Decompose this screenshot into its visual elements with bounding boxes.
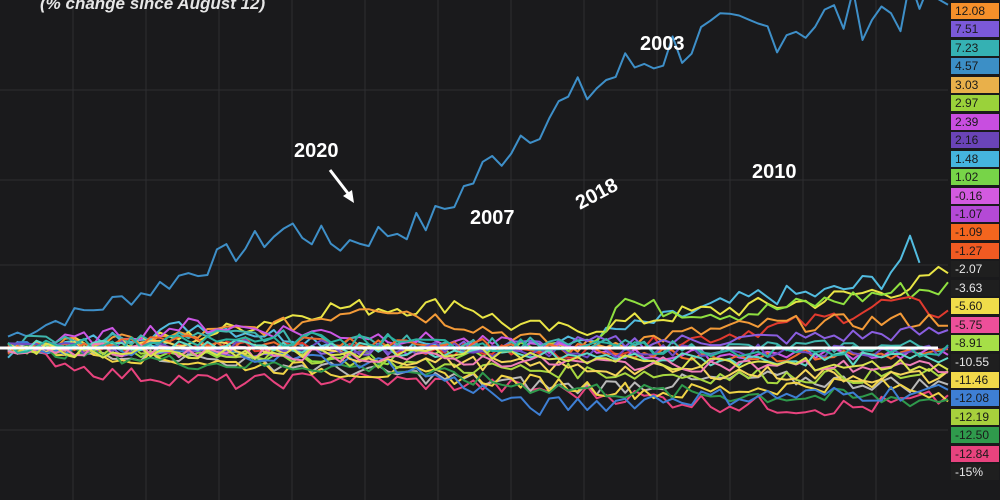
annotation-arrow xyxy=(328,169,352,197)
right-axis-label: -12.50 xyxy=(951,427,999,444)
right-axis-label: -15% xyxy=(951,464,999,481)
series-line-15 xyxy=(7,338,949,384)
right-axis-label: -3.63 xyxy=(951,279,999,296)
right-axis-label: 1.48 xyxy=(951,150,999,167)
right-axis-label: 1.02 xyxy=(951,169,999,186)
annotation-2007: 2007 xyxy=(470,207,515,229)
annotation-2020: 2020 xyxy=(294,140,339,162)
right-axis-label: -1.09 xyxy=(951,224,999,241)
right-axis-label: -0.16 xyxy=(951,187,999,204)
series-line-2 xyxy=(7,265,949,353)
right-axis-label: 12.08 xyxy=(951,3,999,19)
right-axis-label: -10.55 xyxy=(951,353,999,370)
chart-subtitle: (% change since August 12) xyxy=(40,0,266,13)
right-axis-label: 7.51 xyxy=(951,21,999,38)
right-axis-label: -11.46 xyxy=(951,372,999,388)
right-axis-label: 2.16 xyxy=(951,132,999,149)
right-axis-label: 2.39 xyxy=(951,113,999,130)
annotation-arrowhead xyxy=(343,190,354,203)
right-axis-label: 2.97 xyxy=(951,95,999,112)
right-axis-label: -12.84 xyxy=(951,445,999,462)
annotation-2003: 2003 xyxy=(640,33,685,55)
series-line-21 xyxy=(7,331,949,358)
annotation-2010: 2010 xyxy=(752,161,797,183)
right-axis-label: 4.57 xyxy=(951,58,999,75)
right-axis-label: 3.03 xyxy=(951,76,999,93)
right-axis-label: -12.08 xyxy=(951,390,999,407)
right-axis-label: -8.91 xyxy=(951,335,999,352)
right-axis-label: 7.23 xyxy=(951,39,999,56)
series-line-3 xyxy=(7,281,949,366)
gridlines xyxy=(0,0,948,500)
right-axis-label: -5.75 xyxy=(951,316,999,333)
right-axis-label: -1.27 xyxy=(951,242,999,259)
right-axis-label: -12.19 xyxy=(951,408,999,425)
series-line-9 xyxy=(7,348,949,417)
series-line-5 xyxy=(7,308,948,353)
right-axis-label: -2.07 xyxy=(951,261,999,278)
right-axis-label: -5.60 xyxy=(951,298,999,315)
series-line-0 xyxy=(7,0,949,338)
right-axis-label: -1.07 xyxy=(951,205,999,222)
series-line-12 xyxy=(7,344,949,408)
